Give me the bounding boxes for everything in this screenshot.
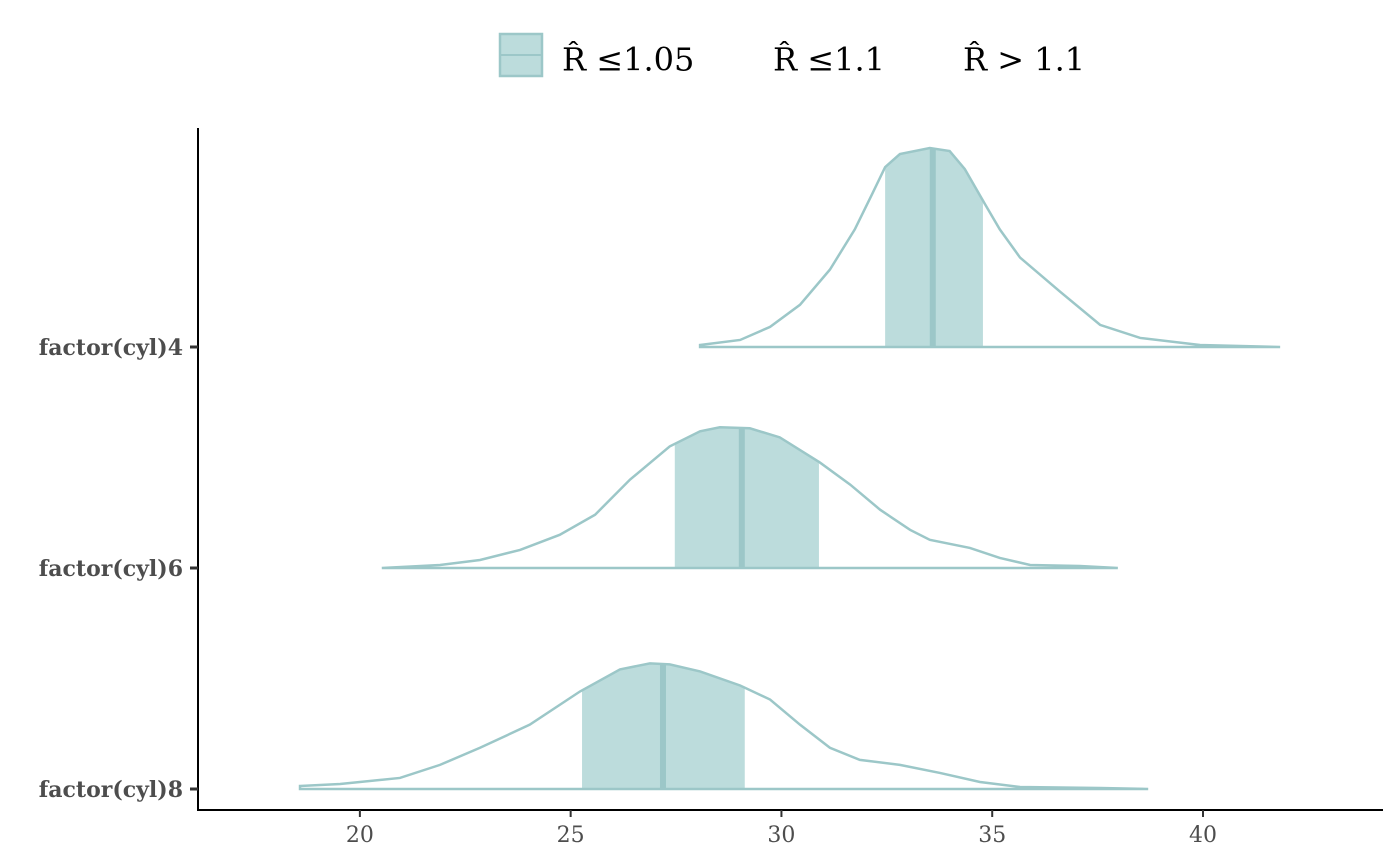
x-tick-label: 20 <box>346 823 374 848</box>
density-curve <box>298 662 1149 791</box>
legend-label: R̂ ≤1.05 <box>562 41 694 79</box>
x-tick-label: 25 <box>557 823 585 848</box>
x-tick-label: 40 <box>1189 823 1217 848</box>
density-curve <box>698 146 1281 349</box>
y-tick-label: factor(cyl)6 <box>39 556 183 582</box>
y-tick-label: factor(cyl)8 <box>39 777 183 803</box>
interval-area <box>674 427 819 568</box>
density-curve <box>381 426 1118 570</box>
legend-label: R̂ > 1.1 <box>963 41 1085 79</box>
y-tick-label: factor(cyl)4 <box>39 335 183 361</box>
legend-label: R̂ ≤1.1 <box>773 41 885 79</box>
x-tick-label: 30 <box>767 823 795 848</box>
x-tick-label: 35 <box>978 823 1006 848</box>
